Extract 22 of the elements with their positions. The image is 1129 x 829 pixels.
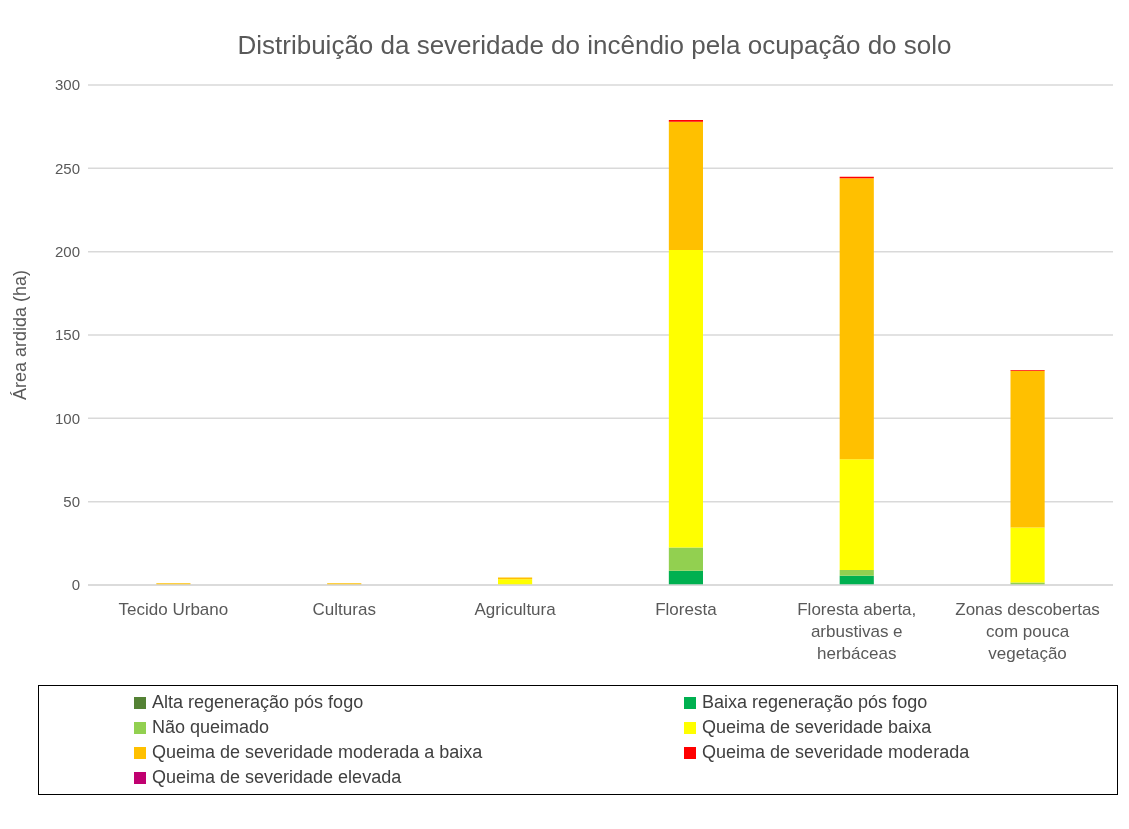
y-tick-label: 50 bbox=[63, 492, 80, 510]
legend-label: Queima de severidade baixa bbox=[702, 717, 932, 738]
x-tick-label: Tecido Urbano bbox=[118, 600, 229, 619]
legend-label: Queima de severidade moderada a baixa bbox=[152, 742, 483, 763]
x-tick-label: Agricultura bbox=[474, 600, 557, 619]
x-tick-label: Culturas bbox=[312, 600, 376, 619]
y-tick-label: 250 bbox=[54, 159, 80, 177]
legend-label: Queima de severidade moderada bbox=[702, 742, 970, 763]
legend-label: Baixa regeneração pós fogo bbox=[702, 692, 928, 713]
x-tick-label: Zonas descobertas com pouca vegetação bbox=[955, 600, 1100, 663]
y-tick-label: 300 bbox=[54, 76, 80, 94]
legend-label: Alta regeneração pós fogo bbox=[152, 692, 364, 713]
y-tick-label: 100 bbox=[54, 409, 80, 427]
y-tick-label: 0 bbox=[71, 576, 80, 594]
legend-label: Queima de severidade elevada bbox=[152, 767, 402, 788]
y-axis-title: Área ardida (ha) bbox=[10, 269, 31, 401]
legend-label: Não queimado bbox=[152, 717, 270, 738]
y-tick-label: 200 bbox=[54, 242, 80, 260]
x-tick-label: Floresta aberta, arbustivas e herbáceas bbox=[797, 600, 917, 663]
chart-title: Distribuição da severidade do incêndio pela ocupação do solo bbox=[236, 29, 953, 62]
y-tick-label: 150 bbox=[54, 326, 80, 344]
x-tick-label: Floresta bbox=[655, 600, 718, 619]
